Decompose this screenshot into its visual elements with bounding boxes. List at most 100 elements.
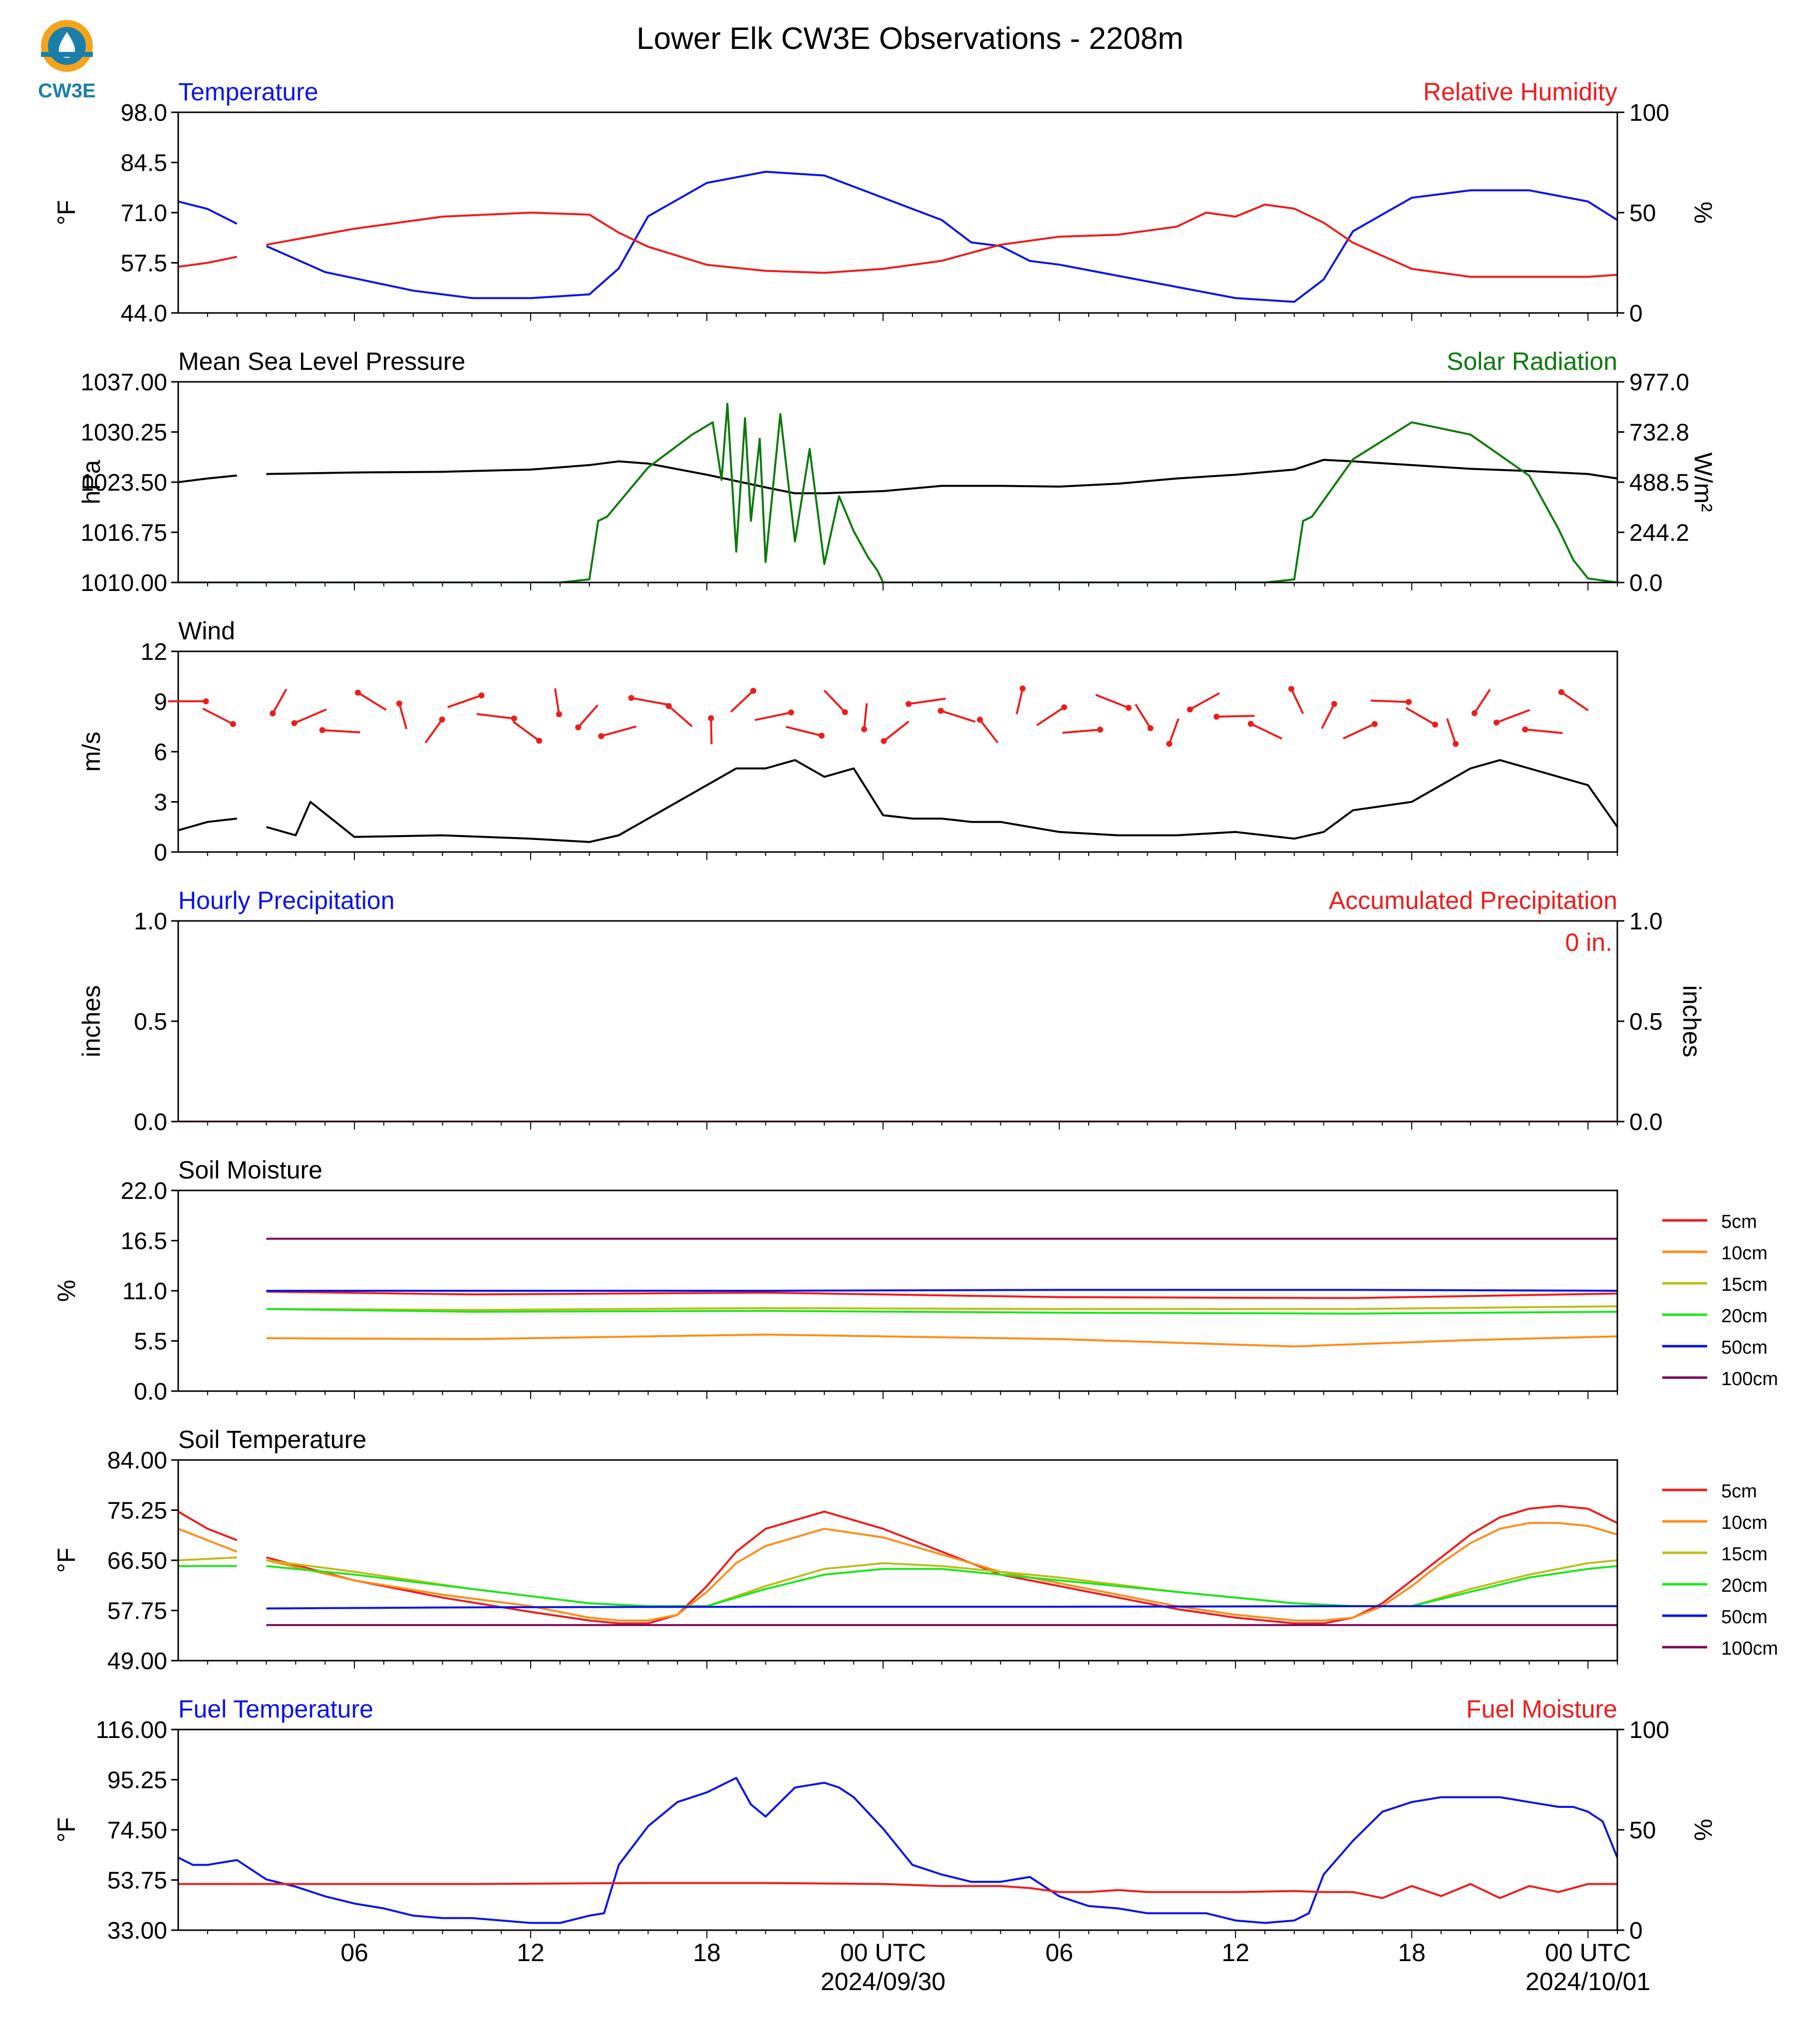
panel-series [266, 1237, 1617, 1348]
wind-arrow [1370, 699, 1409, 703]
y-tick-label-left: 57.5 [121, 251, 167, 277]
y-tick-label-left: 0 [154, 840, 167, 866]
y-tick-label-left: 1023.50 [80, 470, 167, 496]
wind-arrow [863, 703, 868, 730]
panel-series [178, 759, 1617, 843]
x-date-label: 2024/10/01 [1525, 1968, 1650, 1996]
wind-arrow-head [1147, 725, 1154, 731]
series-line-temperature [178, 171, 1617, 303]
wind-arrows [168, 685, 1589, 747]
wind-arrow-head [319, 727, 325, 733]
panel-title-left: Temperature [178, 78, 318, 106]
wind-arrow [202, 707, 234, 725]
wind-arrow [940, 710, 976, 723]
y-tick-label-right: 0.0 [1629, 570, 1663, 596]
y-tick-label-left: 75.25 [107, 1498, 167, 1524]
y-tick-label-left: 11.0 [122, 1278, 167, 1305]
legend-label: 10cm [1721, 1243, 1768, 1264]
wind-arrow [1189, 692, 1220, 711]
x-tick-label: 00 UTC [1545, 1939, 1631, 1967]
wind-arrow [1342, 723, 1375, 740]
series-line-20cm [178, 1565, 1617, 1607]
panel-7: Fuel Temperature Fuel Moisture °F % 116.00 95… [52, 1695, 1717, 1944]
y-tick-label-left: 98.0 [121, 100, 167, 126]
y-axis-label-left: inches [77, 985, 105, 1058]
wind-arrow [1321, 703, 1335, 729]
panel-frame [177, 650, 1618, 853]
wind-arrow-head [1493, 719, 1500, 726]
wind-arrow [513, 721, 540, 742]
wind-arrow [631, 697, 668, 706]
panel-series [178, 1776, 1617, 1924]
y-axis-label-right: % [1689, 1819, 1717, 1841]
panel-3: Wind m/s 12 9 6 3 0 [77, 617, 1618, 866]
legend-label: 20cm [1721, 1306, 1768, 1327]
y-axis-label-left: m/s [77, 732, 105, 772]
y-axis-label-right: inches [1678, 985, 1706, 1058]
wind-arrow-head [1453, 741, 1459, 747]
y-tick-label-left: 84.00 [107, 1448, 167, 1474]
y-tick-label-left: 84.5 [121, 150, 167, 177]
wind-arrow [1525, 728, 1563, 734]
y-tick-label-left: 116.00 [96, 1717, 167, 1743]
wind-arrow-head [1213, 713, 1220, 720]
wind-arrow-head [1558, 689, 1564, 695]
wind-arrow [1062, 728, 1101, 734]
y-tick-label-left: 0.5 [134, 1009, 167, 1035]
y-tick-label-left: 53.75 [107, 1868, 167, 1894]
wind-arrow-head [511, 715, 517, 722]
wind-arrow-head [818, 732, 825, 739]
legend-label: 5cm [1721, 1211, 1757, 1232]
y-axis-label-right: % [1689, 202, 1717, 224]
series-line-wind [178, 759, 1617, 843]
panel-title-right: Solar Radiation [1447, 347, 1617, 375]
legend-label: 100cm [1721, 1369, 1778, 1390]
y-tick-label-right: 100 [1629, 1717, 1669, 1743]
y-tick-label-right: 0 [1629, 300, 1643, 327]
wind-arrow-head [1371, 721, 1378, 727]
wind-arrow [398, 703, 408, 730]
y-tick-label-right: 732.8 [1629, 420, 1689, 446]
x-tick-label: 18 [1398, 1939, 1426, 1967]
y-tick-label-right: 0 [1629, 1918, 1643, 1944]
y-tick-label-left: 33.00 [107, 1918, 167, 1944]
wind-arrow-head [977, 717, 983, 723]
y-axis-label-left: °F [52, 200, 80, 226]
wind-arrow-head [861, 726, 868, 732]
wind-arrow-head [1166, 741, 1173, 747]
wind-arrow-head [1019, 685, 1026, 692]
wind-arrow-head [1247, 721, 1254, 727]
wind-arrow-head [396, 700, 402, 707]
wind-arrow-head [575, 724, 582, 731]
wind-arrow-head [1288, 686, 1294, 692]
panel-legend: 5cm 10cm 15cm 20cm 50cm 100cm [1662, 1481, 1778, 1659]
wind-arrow [1168, 718, 1180, 744]
wind-arrow [1135, 704, 1152, 729]
panel-title-right: Relative Humidity [1423, 78, 1617, 106]
wind-arrow [1446, 718, 1457, 744]
y-tick-label-right: 50 [1629, 1817, 1656, 1844]
series-line-15cm [266, 1305, 1617, 1311]
wind-arrow [786, 726, 822, 737]
y-tick-label-left: 66.50 [107, 1548, 167, 1574]
x-tick-label: 12 [1221, 1939, 1249, 1967]
y-tick-label-right: 244.2 [1629, 520, 1689, 547]
wind-arrow [1290, 688, 1304, 714]
wind-arrow [730, 690, 754, 713]
y-axis-label-left: % [52, 1280, 80, 1302]
x-tick-label: 06 [1045, 1939, 1073, 1967]
wind-arrow [1560, 691, 1589, 712]
wind-arrow-head [937, 708, 944, 714]
y-tick-label-left: 1010.00 [80, 570, 167, 596]
y-tick-label-left: 0.0 [134, 1109, 167, 1136]
series-line-fuel-temperature [178, 1776, 1617, 1924]
wind-arrow [1036, 706, 1065, 726]
wind-arrow-head [1432, 721, 1438, 728]
y-tick-label-left: 22.0 [121, 1178, 167, 1204]
x-tick-label: 00 UTC [840, 1939, 926, 1967]
wind-arrow-head [750, 687, 757, 694]
wind-arrow-head [788, 709, 794, 716]
wind-arrow-head [628, 695, 634, 701]
wind-arrow-head [1187, 706, 1193, 713]
